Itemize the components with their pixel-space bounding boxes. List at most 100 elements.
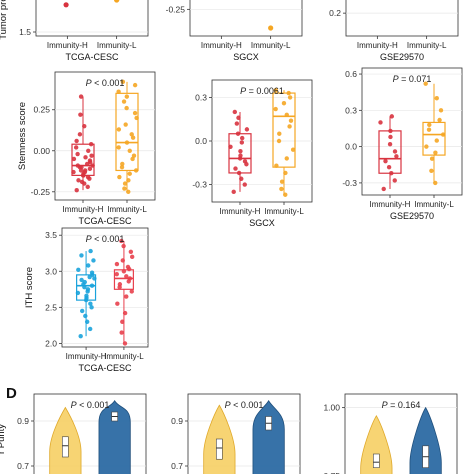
data-point xyxy=(423,81,428,86)
data-point xyxy=(114,261,120,267)
data-point xyxy=(116,145,121,150)
x-axis-label: TCGA-CESC xyxy=(78,216,132,226)
data-point xyxy=(71,156,77,162)
y-tick-label: 3.0 xyxy=(45,266,57,276)
data-point xyxy=(124,94,130,99)
plot-marks xyxy=(63,0,120,8)
data-point xyxy=(75,290,81,296)
data-point xyxy=(127,276,133,281)
plot-marks xyxy=(378,81,446,192)
p-value-label: P < 0.001 xyxy=(71,400,110,410)
x-tick-label: Immunity-H xyxy=(357,41,398,50)
data-point xyxy=(121,243,126,249)
data-point xyxy=(288,118,294,123)
data-point xyxy=(121,99,127,104)
data-point xyxy=(132,110,138,116)
data-point xyxy=(426,127,432,132)
violin-immunity-h xyxy=(360,415,393,474)
data-point xyxy=(116,89,121,94)
data-point xyxy=(281,101,287,106)
data-point xyxy=(233,166,238,171)
data-point xyxy=(127,148,132,153)
data-point xyxy=(434,138,439,143)
box-immunity-l xyxy=(272,92,296,168)
data-point xyxy=(283,192,288,197)
data-point xyxy=(71,169,76,175)
panel-p9: 0.9 0.7 P < 0.001 xyxy=(171,393,301,474)
data-point xyxy=(91,258,96,263)
data-point xyxy=(84,319,90,324)
data-point xyxy=(228,144,233,150)
y-axis-label: Tumor proli xyxy=(0,0,9,40)
data-point xyxy=(427,122,432,128)
data-point xyxy=(88,301,93,306)
data-point xyxy=(239,176,244,181)
data-point xyxy=(236,115,241,120)
data-point xyxy=(86,148,91,153)
plot-frame xyxy=(361,67,463,196)
data-point xyxy=(388,128,393,134)
data-point xyxy=(290,147,296,152)
panel-p5: 0.3 0.0 -0.3 P = 0.0061 Immunity-H Immunity-L… xyxy=(192,79,313,228)
data-point xyxy=(117,282,123,287)
data-point xyxy=(79,277,84,283)
data-point xyxy=(124,105,129,111)
data-point xyxy=(63,2,69,8)
data-point xyxy=(130,135,136,140)
plot-frame xyxy=(61,227,149,348)
plot-frame xyxy=(35,0,149,37)
data-point xyxy=(433,180,438,186)
data-point xyxy=(239,140,245,145)
data-point xyxy=(115,301,120,306)
data-point xyxy=(82,279,87,285)
p-value-label: P = 0.071 xyxy=(393,74,432,84)
data-point xyxy=(392,149,398,154)
data-point xyxy=(79,253,84,258)
data-point xyxy=(121,269,127,274)
data-point xyxy=(127,171,132,176)
data-point xyxy=(120,258,125,263)
data-point xyxy=(114,271,119,277)
y-tick-label: -0.25 xyxy=(166,4,186,14)
data-point xyxy=(76,267,81,273)
data-point xyxy=(232,109,238,115)
data-point xyxy=(88,248,93,254)
y-tick-label: 0.0 xyxy=(345,142,357,152)
y-tick-label: 1.5 xyxy=(19,27,31,37)
x-tick-label: Immunity-L xyxy=(104,352,144,361)
data-point xyxy=(133,168,139,173)
p-value-label: P = 0.0061 xyxy=(240,86,284,96)
data-point xyxy=(78,333,83,339)
data-point xyxy=(119,330,124,335)
data-point xyxy=(287,95,293,100)
x-tick-label: Immunity-L xyxy=(264,207,304,216)
data-point xyxy=(77,132,83,137)
data-point xyxy=(122,341,128,346)
panel-p2: -0.25 Immunity-H Immunity-L SGCX xyxy=(166,0,303,62)
data-point xyxy=(387,142,393,147)
data-point xyxy=(88,142,94,147)
data-point xyxy=(129,132,134,137)
panel-p7: 3.5 3.0 2.5 2.0 P < 0.001 Immunity-HImmunity-… xyxy=(24,227,149,373)
panel-p3: 0.2 Immunity-H Immunity-L GSE29570 xyxy=(329,0,459,62)
data-point xyxy=(131,153,137,158)
plot-marks xyxy=(228,87,296,197)
y-tick-label: -0.25 xyxy=(31,187,51,197)
data-point xyxy=(123,122,128,127)
plot-marks xyxy=(360,406,442,474)
data-point xyxy=(279,179,285,184)
y-tick-label: 0.75 xyxy=(323,471,340,474)
data-point xyxy=(440,132,446,137)
y-tick-label: 0.9 xyxy=(17,416,29,426)
data-point xyxy=(235,131,241,136)
x-tick-label: Immunity-H xyxy=(370,200,411,209)
data-point xyxy=(277,131,282,136)
data-point xyxy=(122,181,128,186)
data-point xyxy=(273,87,279,93)
x-tick-label: Immunity-L xyxy=(107,205,147,214)
p-value-label: P < 0.001 xyxy=(86,234,125,244)
data-point xyxy=(242,182,247,187)
y-axis-label: r Purity xyxy=(0,424,7,454)
data-point xyxy=(126,189,131,194)
y-tick-label: 3.5 xyxy=(45,230,57,240)
